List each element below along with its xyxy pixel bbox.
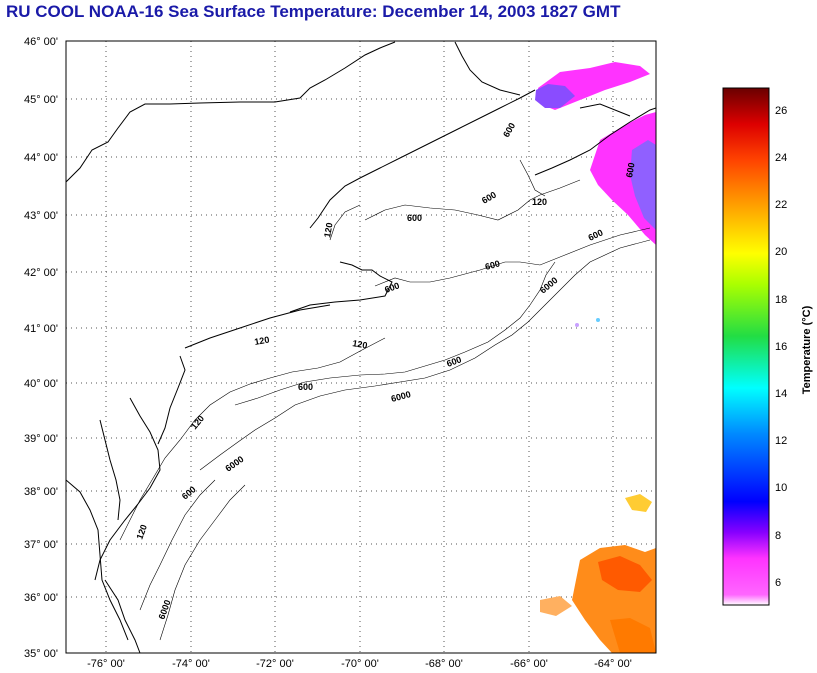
- contour-120-shelf: [119, 337, 386, 541]
- contour-label: 120: [352, 338, 369, 350]
- contour-label: 120: [254, 335, 271, 347]
- coastline-virginia: [66, 479, 129, 641]
- border-maine-canada: [454, 41, 521, 96]
- latitude-axis: 46° 00' 45° 00' 44° 00' 43° 00' 42° 00' …: [24, 36, 58, 660]
- contour-label: 6000: [538, 275, 560, 296]
- sst-patch-nova-scotia-cold: [630, 140, 656, 230]
- colorbar-gradient: [722, 87, 770, 606]
- sst-speck: [596, 318, 600, 322]
- contour-label: 600: [445, 354, 463, 369]
- colorbar-tick: 24: [775, 152, 787, 164]
- contour-label: 600: [624, 162, 636, 179]
- colorbar-label: Temperature (°C): [801, 305, 813, 394]
- lat-tick-label: 35° 00': [24, 648, 58, 660]
- lat-tick-label: 43° 00': [24, 210, 58, 222]
- contour-label: 600: [587, 227, 605, 242]
- coastline-nc: [104, 579, 141, 653]
- longitude-axis: -76° 00' -74° 00' -72° 00' -70° 00' -68°…: [87, 658, 632, 670]
- lon-tick-label: -68° 00': [425, 658, 463, 670]
- colorbar-tick: 10: [775, 482, 787, 494]
- contour-600-south: [139, 479, 216, 611]
- contour-600-gulf-of-maine: [364, 179, 581, 221]
- sst-patch-speckle: [540, 596, 572, 616]
- contour-label: 600: [407, 213, 422, 223]
- map-grid: [66, 41, 656, 653]
- island-pei: [579, 103, 631, 117]
- lon-tick-label: -72° 00': [256, 658, 294, 670]
- contour-label: 600: [383, 280, 401, 295]
- lat-tick-label: 42° 00': [24, 267, 58, 279]
- colorbar-tick: 14: [775, 388, 787, 400]
- sst-patch-south-yellow: [625, 494, 652, 512]
- contour-label: 120: [322, 222, 334, 239]
- coastline-nova-scotia: [534, 107, 656, 176]
- coastline-chesapeake: [99, 419, 121, 521]
- map-border: [65, 40, 657, 654]
- colorbar-tick: 16: [775, 341, 787, 353]
- lon-tick-label: -70° 00': [341, 658, 379, 670]
- lat-tick-label: 46° 00': [24, 36, 58, 48]
- contour-6000-south: [159, 484, 246, 641]
- contour-label: 120: [532, 197, 547, 207]
- lat-tick-label: 36° 00': [24, 592, 58, 604]
- sst-patch-gulf-stream-core: [598, 556, 652, 592]
- colorbar-tick: 18: [775, 294, 787, 306]
- lat-tick-label: 37° 00': [24, 539, 58, 551]
- contour-label: 600: [501, 121, 517, 139]
- lon-tick-label: -74° 00': [172, 658, 210, 670]
- colorbar-tick: 20: [775, 246, 787, 258]
- contour-600-georges: [374, 227, 651, 287]
- contour-label: 600: [484, 258, 501, 272]
- sst-patch-south-edge: [610, 618, 656, 653]
- coastline-new-jersey: [157, 355, 186, 445]
- lat-tick-label: 44° 00': [24, 152, 58, 164]
- bathymetry-layer: [119, 159, 651, 641]
- colorbar-tick: 26: [775, 105, 787, 117]
- colorbar: 26 24 22 20 18 16 14 12 10 8 6 Temperatu…: [722, 87, 813, 606]
- contour-label: 6000: [223, 454, 245, 474]
- colorbar-tick: 8: [775, 530, 781, 542]
- sst-speck: [575, 323, 579, 327]
- contour-120-maine: [329, 204, 361, 241]
- sst-patch-nova-scotia: [590, 112, 656, 245]
- colorbar-tick: 22: [775, 199, 787, 211]
- lat-tick-label: 39° 00': [24, 433, 58, 445]
- map-title: RU COOL NOAA-16 Sea Surface Temperature:…: [6, 2, 621, 21]
- coastline-cape-cod: [289, 261, 393, 313]
- lon-tick-label: -66° 00': [510, 658, 548, 670]
- lat-tick-label: 38° 00': [24, 486, 58, 498]
- contour-label: 6000: [390, 389, 412, 404]
- coastline-delmarva: [94, 397, 161, 581]
- lat-tick-label: 41° 00': [24, 323, 58, 335]
- coastline-layer: [66, 41, 656, 653]
- contour-label: 6000: [156, 598, 172, 620]
- coastline-new-england: [66, 41, 396, 183]
- lat-tick-label: 45° 00': [24, 94, 58, 106]
- contour-label: 600: [180, 484, 198, 501]
- coastline-maine: [309, 89, 536, 229]
- colorbar-tick: 6: [775, 577, 781, 589]
- contour-120-scotian: [519, 159, 546, 197]
- contour-labels: 600 600 600 600 600 600 600 600 600 600 …: [134, 121, 636, 621]
- contour-label: 120: [134, 523, 149, 541]
- sst-patch-fundy-cold: [535, 84, 575, 108]
- lon-tick-label: -64° 00': [594, 658, 632, 670]
- contour-600-shelf-edge: [234, 261, 556, 406]
- contour-label: 600: [480, 190, 498, 206]
- sst-data-layer: [535, 62, 656, 653]
- contour-6000: [199, 239, 651, 471]
- colorbar-tick: 12: [775, 435, 787, 447]
- lon-tick-label: -76° 00': [87, 658, 125, 670]
- coastline-long-island: [184, 304, 331, 349]
- lat-tick-label: 40° 00': [24, 378, 58, 390]
- contour-label: 600: [298, 382, 313, 392]
